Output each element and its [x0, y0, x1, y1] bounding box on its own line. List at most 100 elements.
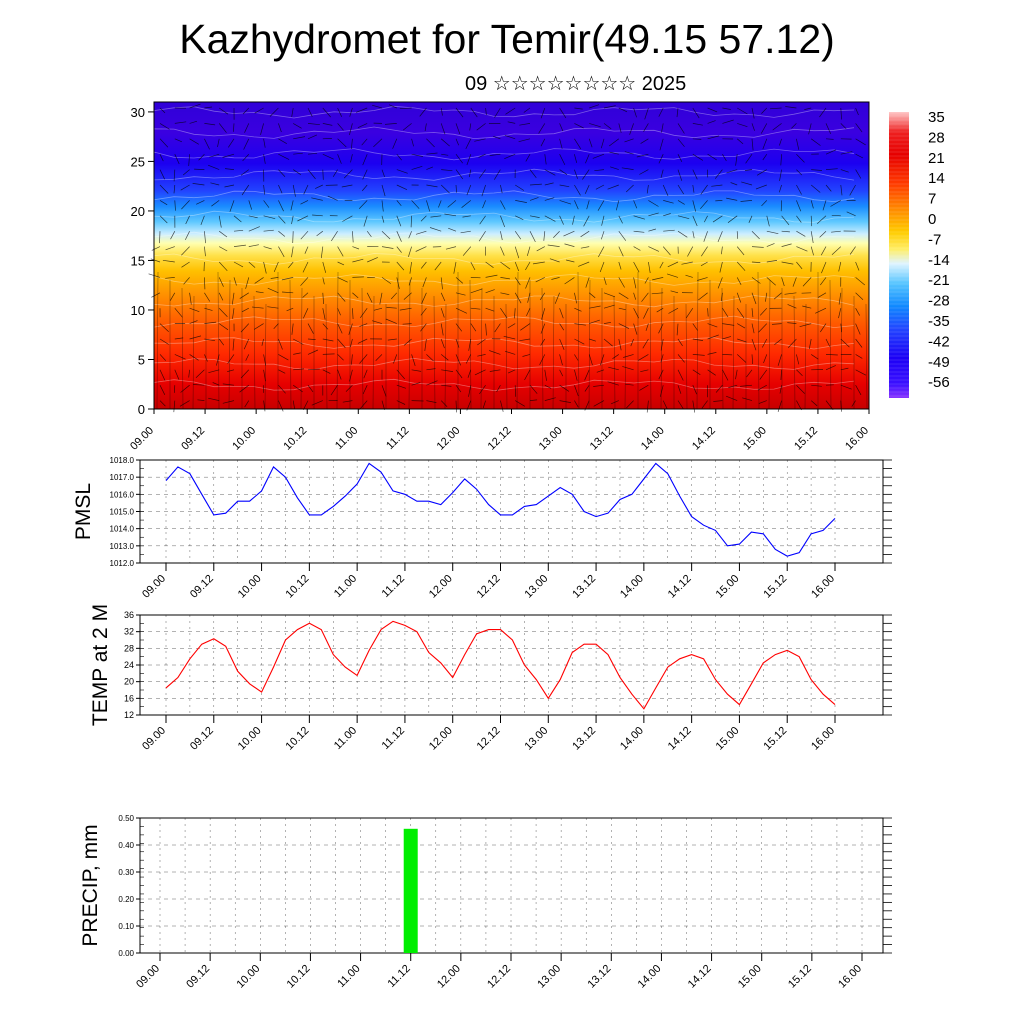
heatmap-x-label: 09.00	[128, 425, 156, 453]
temp-x-label: 10.12	[284, 725, 312, 753]
pmsl-x-label: 10.00	[236, 573, 264, 601]
color-bar-label: 7	[928, 191, 936, 208]
pmsl-x-label: 13.00	[522, 573, 550, 601]
heatmap-y-label: 0	[138, 402, 145, 417]
heatmap-x-label: 12.00	[435, 425, 463, 453]
pmsl-x-label: 16.00	[809, 573, 837, 601]
wind-streamlines	[148, 103, 867, 413]
precip-x-label: 11.12	[385, 963, 412, 990]
temp-panel: 12 16 20 24 28 32 36 09.00 09.12 10.00 10.12 11.00 1…	[89, 604, 892, 753]
precip-x-label: 14.12	[686, 963, 714, 991]
precip-y-label: 0.40	[118, 841, 134, 850]
pmsl-x-label: 10.12	[284, 573, 312, 601]
precip-y-label: 0.50	[118, 814, 134, 823]
color-bar-label: -56	[928, 374, 950, 391]
color-bar-label: -49	[928, 354, 950, 371]
precip-x-label: 14.00	[636, 963, 664, 991]
precip-x-label: 10.12	[285, 963, 313, 991]
chart-subtitle: 09 ☆☆☆☆☆☆☆☆ 2025	[465, 73, 687, 95]
color-bar-label: -28	[928, 293, 950, 310]
isotherm-line	[153, 315, 855, 329]
color-bar-label: -42	[928, 333, 950, 350]
precip-x-label: 13.00	[535, 963, 563, 991]
heatmap-x-label: 13.12	[588, 425, 616, 453]
temp-y-label: 28	[124, 643, 134, 653]
isotherm-line	[153, 273, 855, 286]
pmsl-x-label: 14.00	[618, 573, 646, 601]
isotherm-line	[153, 253, 855, 266]
precip-y-label: 0.30	[118, 868, 134, 877]
temp-y-label: 20	[124, 677, 134, 687]
temp-x-label: 13.12	[570, 725, 598, 753]
color-bar-label: -21	[928, 272, 950, 289]
precip-x-label: 11.00	[335, 963, 362, 990]
isotherm-line	[153, 231, 855, 245]
precip-axis-title: PRECIP, mm	[79, 824, 102, 946]
pmsl-x-label: 15.00	[714, 573, 742, 601]
pmsl-x-label: 13.12	[570, 573, 598, 601]
isotherm-line	[153, 105, 855, 119]
pmsl-x-label: 09.12	[188, 573, 216, 601]
temp-x-label: 16.00	[809, 725, 837, 753]
pmsl-y-label: 1017.0	[110, 473, 135, 482]
temp-x-label: 13.00	[522, 725, 550, 753]
temp-x-label: 15.00	[714, 725, 742, 753]
temp-y-label: 12	[124, 710, 134, 720]
temp-x-label: 11.00	[332, 725, 359, 752]
precip-x-label: 15.00	[736, 963, 764, 991]
heatmap-x-label: 15.00	[741, 425, 769, 453]
temp-y-label: 24	[124, 660, 134, 670]
heatmap-x-label: 10.12	[281, 425, 309, 453]
pmsl-y-label: 1018.0	[110, 456, 135, 465]
temp-x-label: 09.12	[188, 725, 216, 753]
isotherm-line	[153, 357, 855, 370]
precip-x-label: 13.12	[585, 963, 613, 991]
pmsl-panel: 1012.0 1013.0 1014.0 1015.0 1016.0 1017.0 1018…	[72, 456, 892, 601]
precip-x-label: 15.12	[786, 963, 814, 991]
color-bar-ramp	[889, 112, 909, 398]
precip-y-label: 0.20	[118, 895, 134, 904]
pmsl-y-label: 1012.0	[110, 559, 135, 568]
heatmap-y-label: 5	[138, 352, 145, 367]
isotherm-line	[153, 148, 855, 161]
temp-y-label: 36	[124, 610, 134, 620]
vertical-streamlines	[156, 271, 868, 410]
heatmap-x-label: 16.00	[843, 425, 871, 453]
pmsl-x-label: 12.12	[475, 573, 503, 601]
precip-x-label: 10.00	[234, 963, 262, 991]
temp-x-label: 12.12	[475, 725, 503, 753]
heatmap-x-label: 10.00	[230, 425, 258, 453]
temp-x-label: 15.12	[761, 725, 789, 753]
color-bar-label: -7	[928, 231, 941, 248]
heatmap-x-label: 14.00	[639, 425, 667, 453]
temp-x-label: 09.00	[140, 725, 168, 753]
heatmap-y-label: 10	[131, 303, 145, 318]
cross-section-panel: 0 5 10 15 20 25 30 09.00 09.12 10.00 10.12 11.00 11.…	[128, 101, 871, 453]
pmsl-x-label: 09.00	[140, 573, 168, 601]
heatmap-x-label: 11.00	[333, 425, 360, 452]
heatmap-y-label: 15	[131, 253, 145, 268]
heatmap-x-label: 13.00	[537, 425, 565, 453]
chart-title: Kazhydromet for Temir(49.15 57.12)	[179, 16, 835, 62]
color-bar-label: 28	[928, 129, 945, 146]
pmsl-y-label: 1016.0	[110, 490, 135, 499]
temp-y-label: 16	[124, 693, 134, 703]
isotherm-line	[153, 378, 855, 392]
heatmap-x-label: 11.12	[384, 425, 411, 452]
heatmap-x-label: 12.12	[486, 425, 514, 453]
pmsl-y-label: 1015.0	[110, 508, 135, 517]
isotherm-line	[153, 190, 855, 203]
precip-bar	[403, 828, 418, 953]
isotherm-line	[153, 126, 855, 140]
precip-y-label: 0.10	[118, 922, 134, 931]
temp-x-label: 11.12	[380, 725, 407, 752]
color-bar-label: 14	[928, 170, 945, 187]
pmsl-x-label: 14.12	[666, 573, 694, 601]
heatmap-field	[154, 102, 869, 409]
heatmap-x-label: 14.12	[690, 425, 718, 453]
color-bar-label: -14	[928, 252, 950, 269]
isotherm-line	[153, 168, 855, 181]
color-bar-label: -35	[928, 313, 950, 330]
precip-x-label: 12.12	[485, 963, 513, 991]
